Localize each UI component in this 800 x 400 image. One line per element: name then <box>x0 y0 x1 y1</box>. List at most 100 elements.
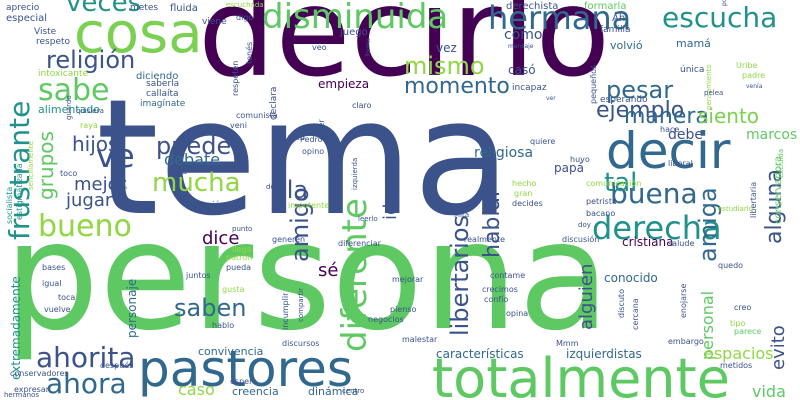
cloud-word: pastores <box>138 340 353 398</box>
cloud-word: enojarse <box>679 283 688 318</box>
cloud-word: decir <box>606 122 731 180</box>
cloud-word: Uribe <box>736 61 758 70</box>
cloud-word: realmente <box>464 235 506 244</box>
cloud-word: opino <box>302 147 325 156</box>
cloud-word: cómo <box>504 27 543 43</box>
cloud-word: diferenciar <box>338 239 381 248</box>
cloud-word: embargo <box>668 337 704 346</box>
cloud-word: debate <box>164 150 221 169</box>
cloud-word: punto <box>232 225 253 233</box>
cloud-word: alimentado <box>38 103 101 116</box>
cloud-word: poquito <box>721 0 728 6</box>
cloud-word: padre <box>742 71 766 80</box>
cloud-word: estigmatizada <box>15 163 24 220</box>
cloud-word: persona <box>4 190 611 364</box>
cloud-word: momento <box>404 74 510 99</box>
cloud-word: parece <box>734 327 762 336</box>
cloud-word: mejorar <box>392 275 424 284</box>
cloud-word: tal <box>604 168 638 198</box>
cloud-word: libertarios <box>446 214 474 336</box>
cloud-word: gusta <box>222 285 245 294</box>
cloud-word: cercana <box>631 298 640 330</box>
cloud-word: ejemplo <box>596 98 685 123</box>
cloud-word: izquierda <box>351 157 359 190</box>
cloud-word: expresar <box>14 385 49 394</box>
cloud-word: escuchada <box>226 1 264 9</box>
cloud-word: bases <box>42 263 66 272</box>
cloud-word: doy <box>578 221 591 229</box>
cloud-word: disminuida <box>262 0 449 37</box>
cloud-word: callaíta <box>146 89 179 99</box>
cloud-word: totalmente <box>432 347 730 400</box>
cloud-word: personaje <box>125 278 139 338</box>
cloud-word: ahorita <box>36 341 136 374</box>
cloud-word: metes <box>130 3 159 13</box>
cloud-word: compartir <box>297 287 305 322</box>
cloud-word: pasa <box>168 167 188 176</box>
cloud-word: discursos <box>282 339 320 348</box>
cloud-word: veni <box>230 121 247 130</box>
cloud-word: mamá <box>676 37 711 50</box>
cloud-word: vida <box>752 382 786 400</box>
cloud-word: ahora <box>46 367 127 400</box>
cloud-word: comunista <box>236 111 278 120</box>
cloud-word: guardo <box>65 95 73 120</box>
cloud-word: digo <box>236 13 254 22</box>
cloud-word: patrón <box>226 253 253 262</box>
cloud-word: creencia <box>232 385 279 398</box>
cloud-word: decides <box>512 199 543 208</box>
cloud-word: mismo <box>404 52 485 80</box>
cloud-word: hablo <box>212 321 235 330</box>
cloud-word: veo <box>312 43 327 52</box>
cloud-word: viene <box>202 17 227 27</box>
cloud-word: pueda <box>226 263 252 272</box>
cloud-word: hablar <box>480 187 505 258</box>
cloud-word: dejé <box>266 183 282 191</box>
cloud-word: respeten <box>231 60 240 96</box>
cloud-word: leerlo <box>358 215 378 223</box>
cloud-word: respeto <box>36 37 71 47</box>
cloud-word: tenés <box>245 41 254 64</box>
cloud-word: sabe <box>38 73 110 108</box>
cloud-word: malestar <box>402 335 438 344</box>
cloud-word: petrista <box>586 197 617 206</box>
cloud-word: siento <box>698 104 760 128</box>
cloud-word: después <box>100 361 134 370</box>
cloud-word: liberal <box>668 159 693 168</box>
cloud-word: centro <box>342 387 365 395</box>
cloud-word: religiosa <box>474 145 534 161</box>
cloud-word: extremadamente <box>9 276 23 380</box>
cloud-word: excluida <box>777 148 785 178</box>
cloud-word: debe <box>668 127 703 143</box>
cloud-word: habla <box>288 135 305 142</box>
cloud-word: mucha <box>152 168 241 198</box>
cloud-word: veces <box>66 0 142 18</box>
cloud-word: juntos <box>186 271 211 280</box>
cloud-word: Viste <box>34 27 57 37</box>
cloud-word: puede <box>156 132 232 160</box>
cloud-word: mensaje <box>508 43 534 50</box>
cloud-word: diciendo <box>136 71 179 82</box>
cloud-word: familia <box>600 25 631 35</box>
cloud-word: dice <box>202 228 240 249</box>
cloud-word: toca <box>58 293 76 302</box>
cloud-word: gran <box>514 189 533 198</box>
cloud-word: espacios <box>704 344 774 363</box>
cloud-word: vez <box>436 41 457 55</box>
cloud-word: juego <box>340 27 368 38</box>
cloud-word: ideas <box>380 172 401 220</box>
cloud-word: casó <box>508 63 536 77</box>
cloud-word: pensamiento <box>705 64 713 110</box>
cloud-word: intoxicante <box>38 69 89 79</box>
cloud-word: discuto <box>617 289 626 318</box>
cloud-word: escucha <box>662 1 778 34</box>
cloud-word: toco <box>60 169 78 178</box>
cloud-word: comunicación <box>586 179 642 188</box>
cloud-word: empieza <box>318 77 370 91</box>
cloud-word: jugar <box>66 190 113 211</box>
cloud-word: izquierdistas <box>566 347 642 361</box>
cloud-word: hermana <box>488 0 632 37</box>
cloud-word: especial <box>6 13 48 24</box>
cloud-word: saberla <box>146 79 180 89</box>
